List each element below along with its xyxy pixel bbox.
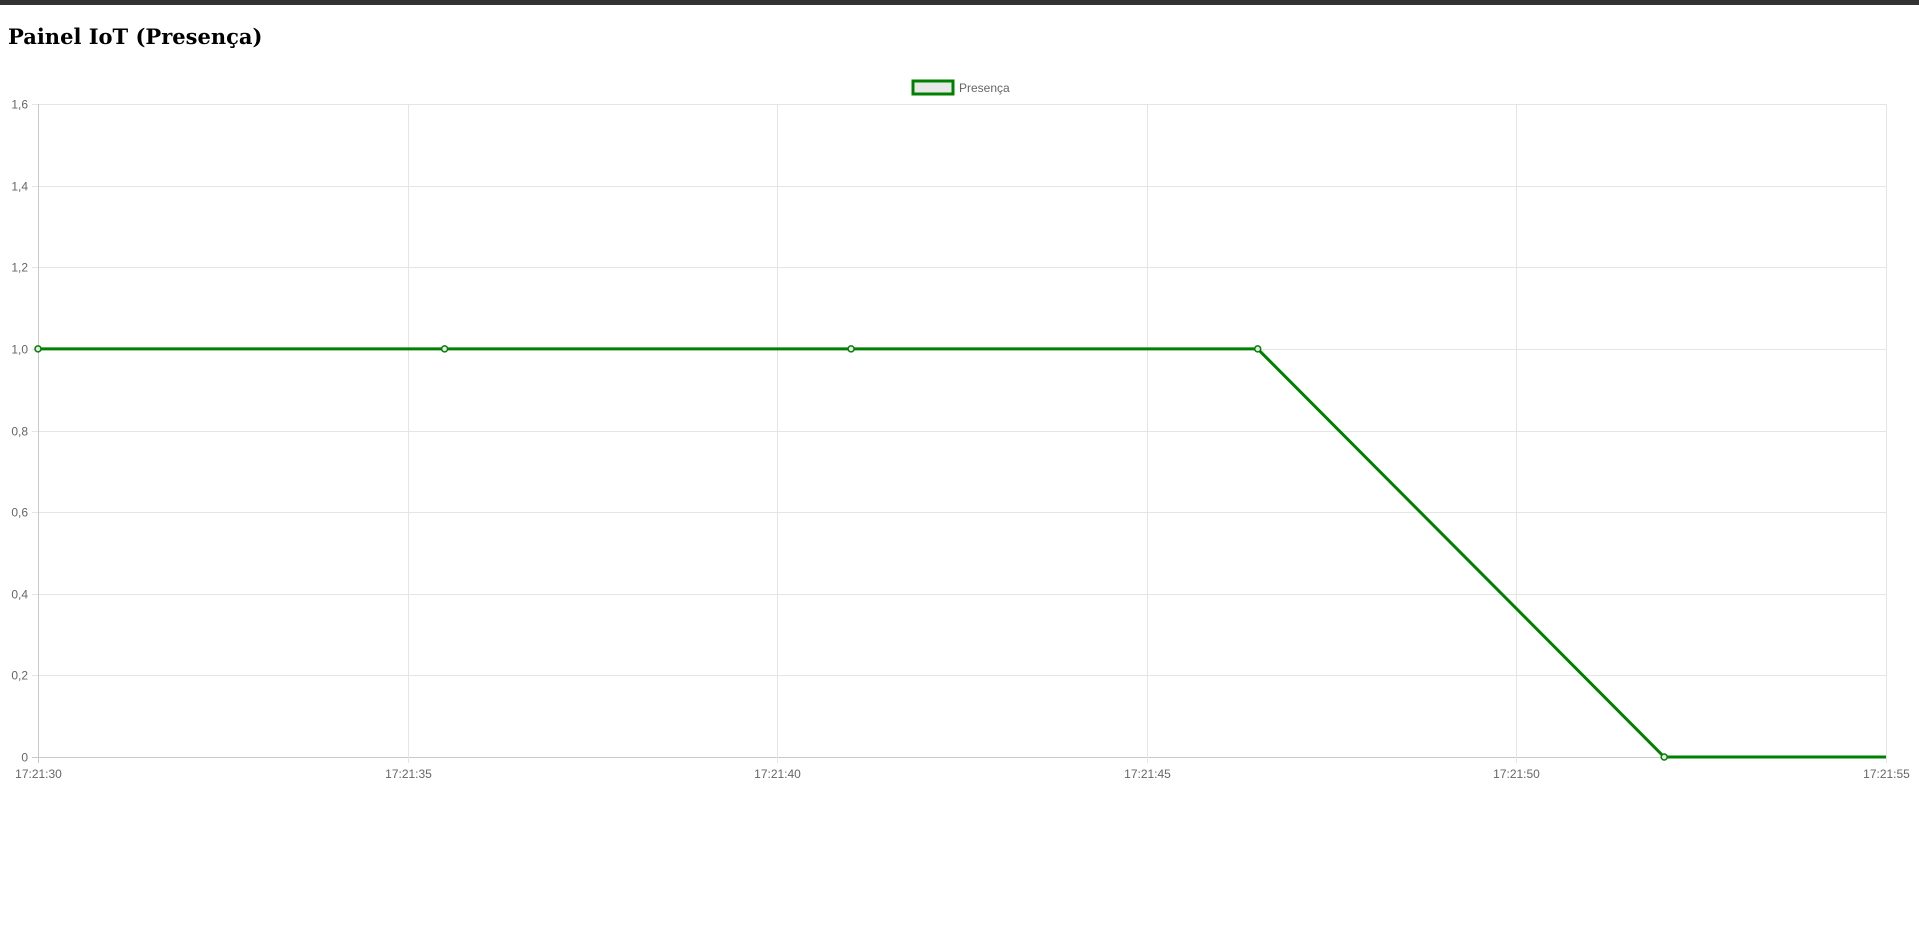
- y-tick-label: 1,4: [11, 180, 28, 194]
- x-tick-label: 17:21:40: [754, 767, 801, 781]
- x-tick-label: 17:21:50: [1493, 767, 1540, 781]
- y-tick-label: 1,6: [11, 98, 28, 112]
- top-bar: [0, 0, 1919, 5]
- x-tick-label: 17:21:30: [15, 767, 62, 781]
- grid-layer: [32, 104, 1887, 763]
- data-point[interactable]: [440, 345, 449, 353]
- data-point[interactable]: [1253, 345, 1262, 353]
- legend[interactable]: Presença: [911, 79, 1010, 96]
- y-tick-label: 0,2: [11, 669, 28, 683]
- series-layer: [34, 345, 1886, 761]
- data-point[interactable]: [847, 345, 855, 353]
- x-tick-label: 17:21:35: [385, 767, 432, 781]
- axis-layer: 0 0,2 0,4 0,6 0,8 1,0 1,2 1,4 1,6 17:21:30 17:21:3…: [11, 98, 1910, 782]
- y-tick-label: 0,8: [11, 425, 28, 439]
- page-title: Painel IoT (Presença): [8, 24, 263, 49]
- legend-swatch[interactable]: [911, 79, 955, 96]
- y-tick-label: 0,4: [11, 588, 28, 602]
- data-point[interactable]: [1660, 753, 1668, 761]
- series-line: [38, 347, 1886, 759]
- legend-label[interactable]: Presença: [959, 81, 1010, 95]
- y-tick-label: 1,2: [11, 261, 28, 275]
- y-tick-label: 0,6: [11, 506, 28, 520]
- y-tick-label: 1,0: [11, 343, 28, 357]
- x-tick-label: 17:21:55: [1863, 767, 1910, 781]
- data-point[interactable]: [34, 345, 42, 353]
- y-tick-label: 0: [21, 751, 28, 765]
- x-tick-label: 17:21:45: [1124, 767, 1171, 781]
